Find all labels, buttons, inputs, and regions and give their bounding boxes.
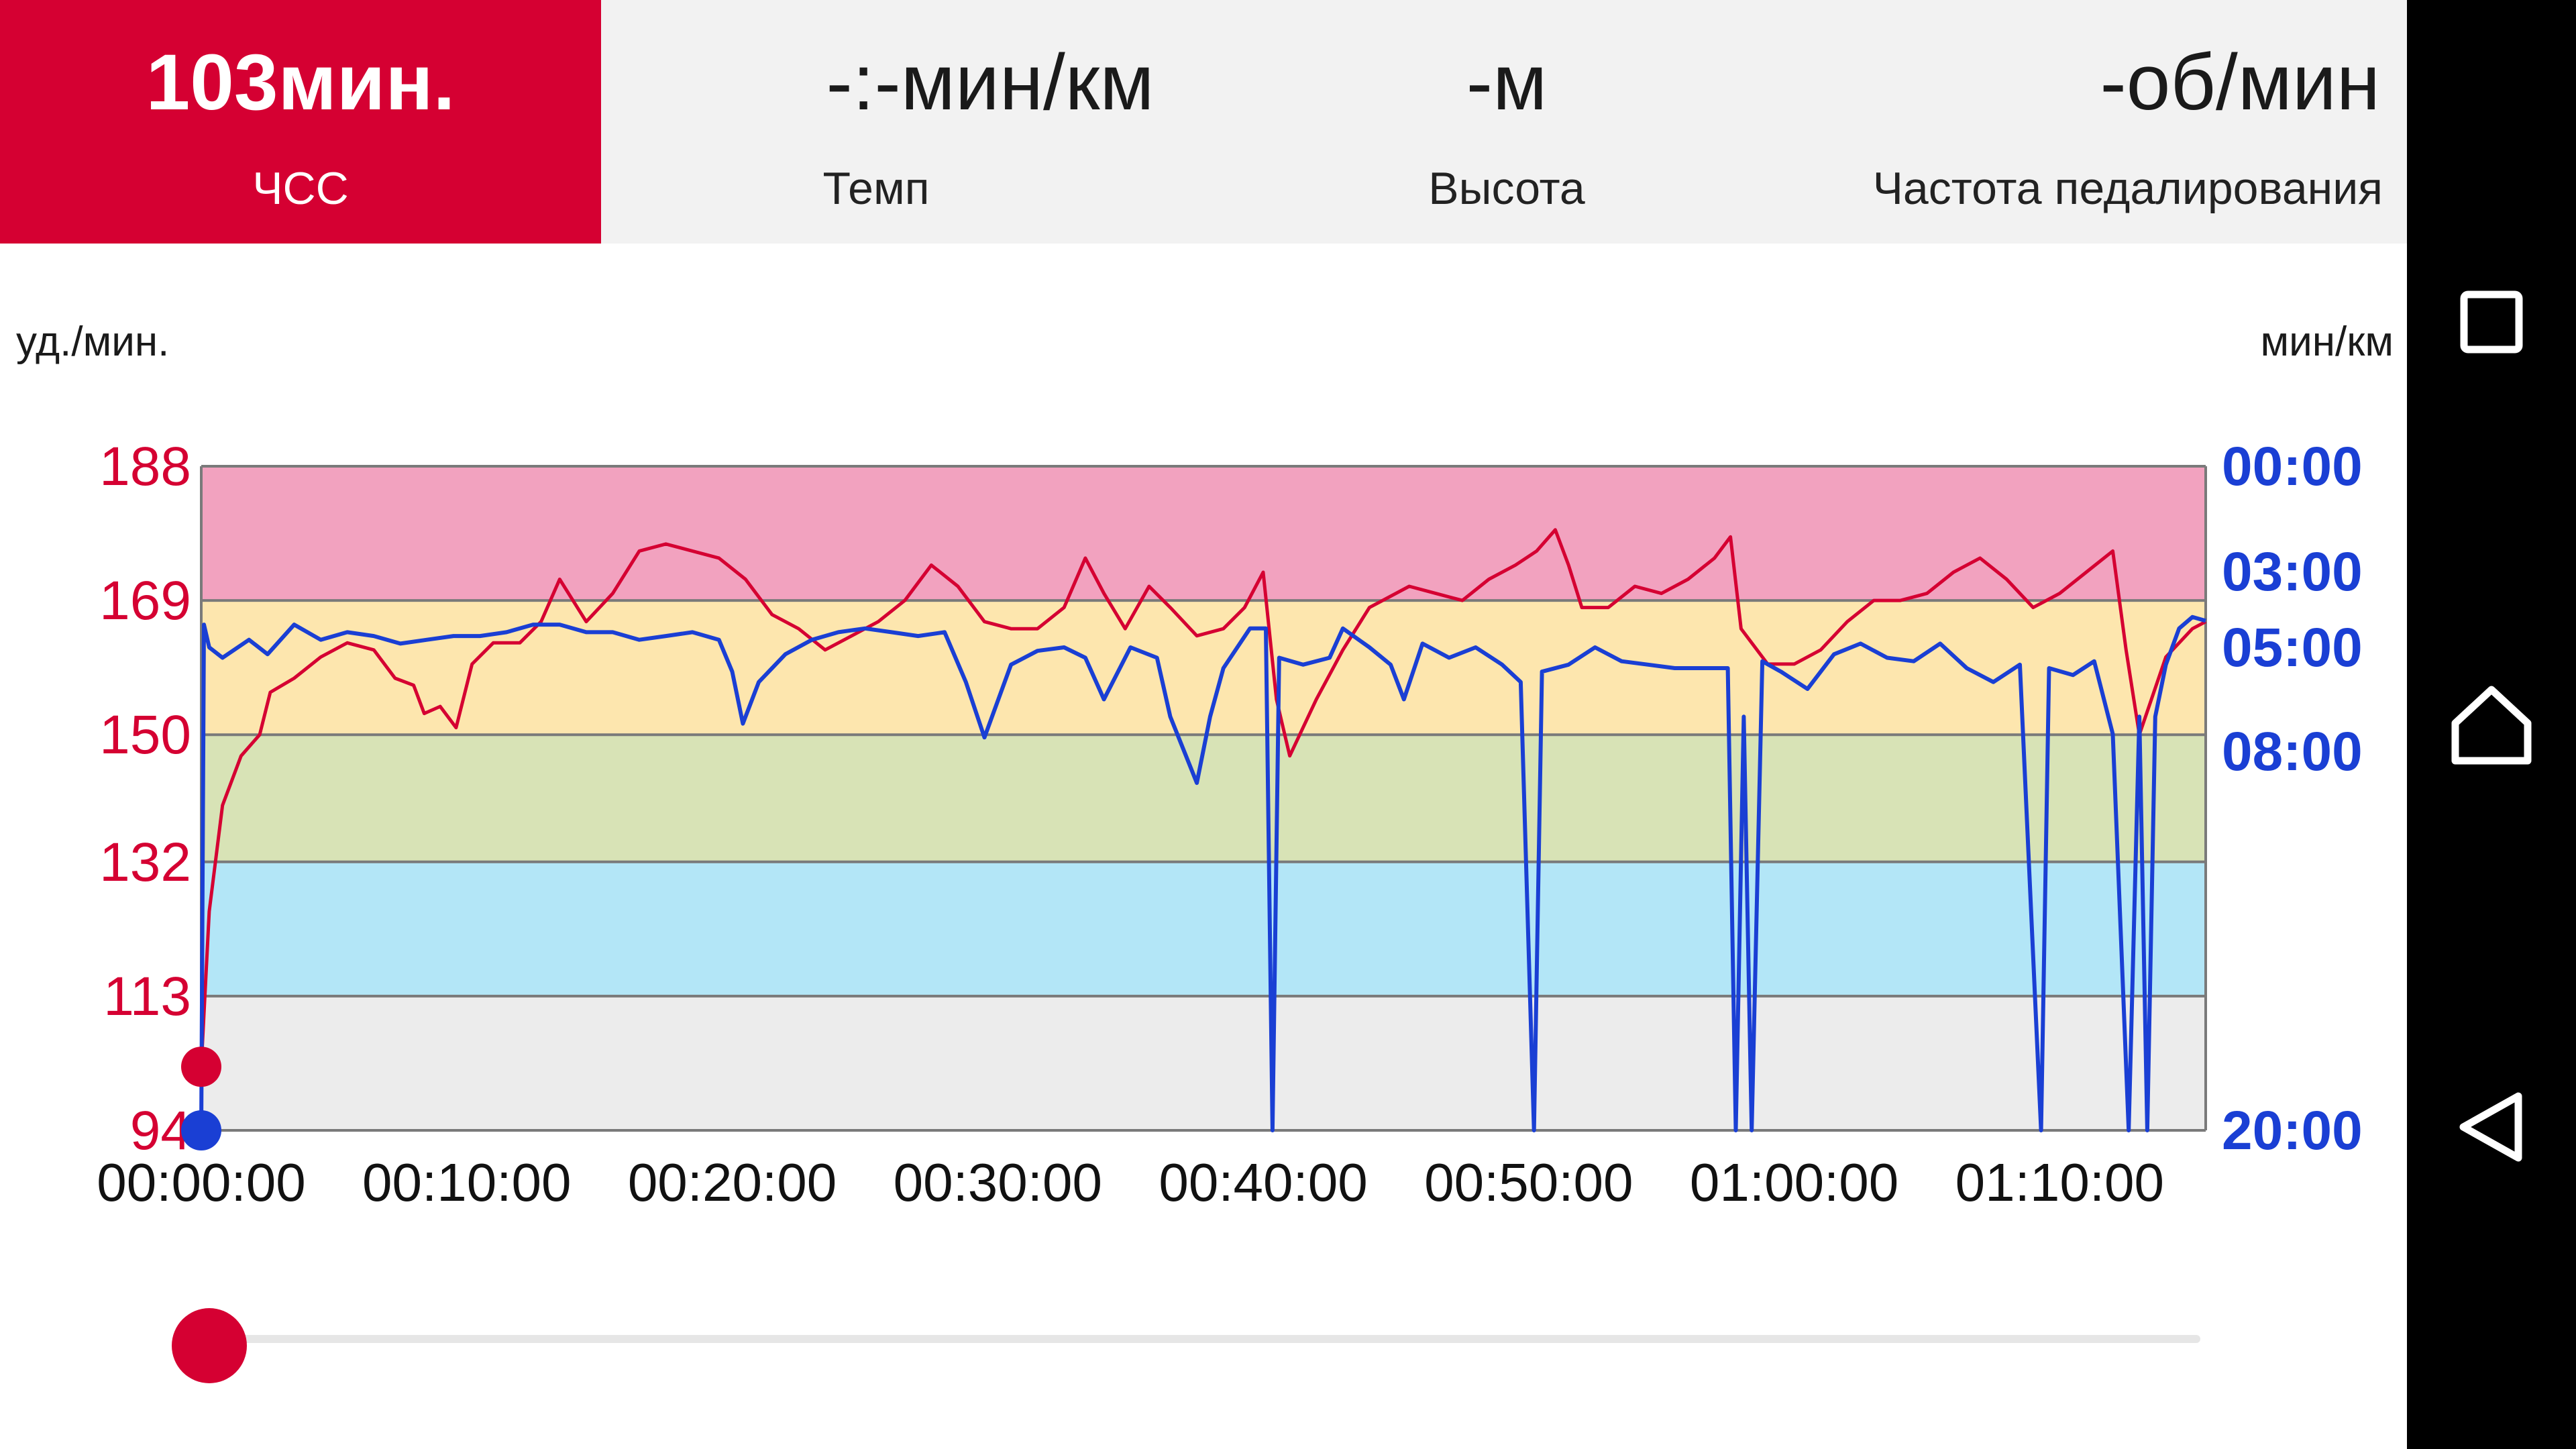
metric-label-altitude: Высота xyxy=(1428,163,1585,214)
hr-zone-5 xyxy=(201,466,2206,601)
time-tick-label: 01:10:00 xyxy=(1955,1152,2164,1208)
pace-tick-label: 20:00 xyxy=(2222,1100,2363,1161)
time-tick-label: 00:30:00 xyxy=(894,1152,1102,1208)
metric-tab-heart-rate[interactable]: 103мин. ЧСС xyxy=(0,0,601,244)
android-navigation-bar xyxy=(2407,0,2576,1449)
metric-value-altitude: -м xyxy=(1466,38,1548,127)
pace-cursor-dot[interactable] xyxy=(181,1110,221,1150)
metric-label-cadence: Частота педалирования xyxy=(1872,163,2383,214)
hr-axis-ticks: 94 113 132 150 169 188 xyxy=(99,436,191,1161)
hr-zones xyxy=(201,466,2206,1130)
recents-button[interactable] xyxy=(2407,255,2576,389)
time-tick-label: 00:50:00 xyxy=(1424,1152,1633,1208)
hr-tick-label: 169 xyxy=(99,570,191,631)
time-tick-label: 00:40:00 xyxy=(1159,1152,1367,1208)
hr-tick-label: 132 xyxy=(99,832,191,893)
metric-value-heart-rate: 103мин. xyxy=(146,38,455,127)
zone-gridlines xyxy=(200,465,2207,1132)
hr-tick-label: 188 xyxy=(99,436,191,497)
hr-zone-1 xyxy=(201,996,2206,1130)
metric-value-pace: -:-мин/км xyxy=(826,38,1155,127)
pace-tick-label: 08:00 xyxy=(2222,721,2363,782)
time-tick-label: 00:10:00 xyxy=(362,1152,571,1208)
activity-chart[interactable]: 94 113 132 150 169 188 00:00 03:00 05:00 08:00 20… xyxy=(0,416,2407,1208)
time-tick-label: 00:00:00 xyxy=(97,1152,305,1208)
time-tick-label: 01:00:00 xyxy=(1690,1152,1898,1208)
pace-axis-unit-label: мин/км xyxy=(2260,319,2394,365)
back-button[interactable] xyxy=(2407,1060,2576,1194)
hr-tick-label: 94 xyxy=(130,1100,191,1161)
hr-tick-label: 113 xyxy=(103,966,191,1027)
metric-label-pace: Темп xyxy=(822,163,930,214)
scrubber-thumb[interactable] xyxy=(172,1308,247,1383)
scrubber-track[interactable] xyxy=(208,1335,2200,1343)
hr-cursor-dot[interactable] xyxy=(181,1046,221,1087)
app-root: 103мин. ЧСС -:-мин/км Темп -м Высота -об… xyxy=(0,0,2407,1383)
timeline-scrubber[interactable] xyxy=(168,1308,2200,1383)
heart-rate-line xyxy=(199,528,2207,1067)
hr-tick-label: 150 xyxy=(99,704,191,765)
home-icon xyxy=(2451,686,2532,765)
time-tick-label: 00:20:00 xyxy=(628,1152,837,1208)
back-triangle-icon xyxy=(2459,1092,2522,1162)
home-button[interactable] xyxy=(2407,657,2576,792)
hr-axis-unit-label: уд./мин. xyxy=(16,319,170,365)
time-axis-ticks: 00:00:00 00:10:00 00:20:00 00:30:00 00:40:00… xyxy=(97,1152,2164,1208)
chart-cursor[interactable] xyxy=(181,1046,221,1150)
metric-value-cadence: -об/мин xyxy=(2100,38,2381,127)
metric-tab-pace[interactable]: -:-мин/км Темп xyxy=(601,0,1272,244)
pace-line xyxy=(199,614,2206,1132)
metric-tab-cadence[interactable]: -об/мин Частота педалирования xyxy=(1741,0,2407,244)
hr-zone-4 xyxy=(201,600,2206,735)
hr-zone-2 xyxy=(201,861,2206,996)
pace-tick-label: 05:00 xyxy=(2222,617,2363,678)
series-lines xyxy=(199,528,2207,1132)
metric-tab-altitude[interactable]: -м Высота xyxy=(1272,0,1741,244)
pace-axis-ticks: 00:00 03:00 05:00 08:00 20:00 xyxy=(2222,436,2363,1161)
metrics-bar: 103мин. ЧСС -:-мин/км Темп -м Высота -об… xyxy=(0,0,2407,244)
pace-tick-label: 03:00 xyxy=(2222,541,2363,602)
pace-tick-label: 00:00 xyxy=(2222,436,2363,497)
metric-label-heart-rate: ЧСС xyxy=(252,163,349,214)
square-icon xyxy=(2460,290,2523,354)
